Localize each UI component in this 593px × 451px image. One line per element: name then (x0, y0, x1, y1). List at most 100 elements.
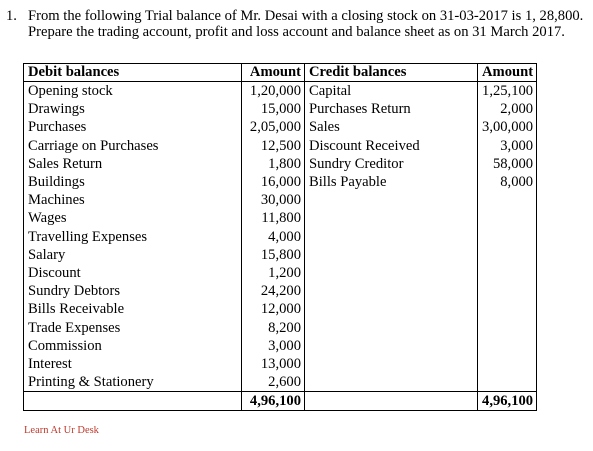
debit-amount: 4,000 (241, 227, 305, 246)
debit-account-name: Discount (23, 264, 242, 283)
credit-account-name: Capital (304, 81, 478, 101)
debit-amount: 30,000 (241, 191, 305, 210)
credit-amount: 2,000 (476, 100, 538, 119)
credit-account-name: Sales (304, 118, 478, 137)
credit-amount (476, 318, 538, 337)
debit-amount: 2,05,000 (241, 118, 305, 137)
table-row: Discount 1,200 (23, 264, 538, 283)
credit-amount (476, 209, 538, 228)
table-total-row: 4,96,100 4,96,100 (23, 391, 538, 412)
debit-account-name: Machines (23, 191, 242, 210)
credit-account-name: Purchases Return (304, 100, 478, 119)
debit-amount: 15,800 (241, 245, 305, 265)
table-header-row: Debit balances Amount Credit balances Am… (23, 63, 538, 82)
table-row: Drawings 15,000 Purchases Return 2,000 (23, 100, 538, 119)
debit-account-name: Purchases (23, 118, 242, 137)
trial-balance-table: Debit balances Amount Credit balances Am… (23, 63, 538, 412)
credit-total-spacer (304, 391, 478, 412)
credit-account-name (304, 336, 478, 356)
credit-total: 4,96,100 (476, 391, 538, 412)
credit-amount-header: Amount (476, 63, 538, 82)
credit-account-name (304, 191, 478, 210)
debit-account-name: Buildings (23, 173, 242, 192)
credit-account-name: Sundry Creditor (304, 154, 478, 174)
debit-amount: 3,000 (241, 336, 305, 356)
debit-amount: 16,000 (241, 173, 305, 192)
debit-amount: 12,500 (241, 136, 305, 155)
credit-amount: 3,000 (476, 136, 538, 155)
credit-amount (476, 282, 538, 301)
debit-amount: 1,800 (241, 154, 305, 174)
table-body: Opening stock 1,20,000 Capital 1,25,100 Draw… (23, 81, 538, 393)
credit-account-name (304, 227, 478, 246)
table-row: Wages 11,800 (23, 209, 538, 228)
debit-amount: 2,600 (241, 373, 305, 393)
debit-amount: 11,800 (241, 209, 305, 228)
credit-account-name (304, 318, 478, 337)
debit-amount: 1,20,000 (241, 81, 305, 101)
table-row: Salary 15,800 (23, 245, 538, 265)
debit-amount: 1,200 (241, 264, 305, 283)
debit-account-name: Sundry Debtors (23, 282, 242, 301)
credit-amount (476, 373, 538, 393)
debit-account-name: Drawings (23, 100, 242, 119)
credit-amount: 8,000 (476, 173, 538, 192)
debit-account-name: Carriage on Purchases (23, 136, 242, 155)
debit-amount: 8,200 (241, 318, 305, 337)
debit-account-name: Wages (23, 209, 242, 228)
credit-amount (476, 336, 538, 356)
debit-total-spacer (23, 391, 242, 412)
debit-account-name: Salary (23, 245, 242, 265)
debit-account-name: Printing & Stationery (23, 373, 242, 393)
debit-account-name: Interest (23, 355, 242, 374)
table-row: Interest 13,000 (23, 355, 538, 374)
credit-amount: 58,000 (476, 154, 538, 174)
question-number: 1. (6, 8, 17, 24)
credit-balances-header: Credit balances (304, 63, 478, 82)
table-row: Commission 3,000 (23, 336, 538, 356)
debit-amount: 12,000 (241, 300, 305, 319)
table-row: Machines 30,000 (23, 191, 538, 210)
credit-account-name: Discount Received (304, 136, 478, 155)
table-row: Purchases 2,05,000 Sales 3,00,000 (23, 118, 538, 137)
credit-amount: 3,00,000 (476, 118, 538, 137)
table-row: Sundry Debtors 24,200 (23, 282, 538, 301)
table-row: Bills Receivable 12,000 (23, 300, 538, 319)
debit-balances-header: Debit balances (23, 63, 242, 82)
credit-amount: 1,25,100 (476, 81, 538, 101)
debit-account-name: Bills Receivable (23, 300, 242, 319)
credit-account-name (304, 245, 478, 265)
watermark-text: Learn At Ur Desk (24, 425, 99, 436)
credit-account-name (304, 355, 478, 374)
credit-amount (476, 227, 538, 246)
credit-account-name (304, 264, 478, 283)
question: 1. From the following Trial balance of M… (6, 8, 588, 40)
table-row: Printing & Stationery 2,600 (23, 373, 538, 393)
credit-amount (476, 191, 538, 210)
credit-account-name (304, 282, 478, 301)
credit-account-name: Bills Payable (304, 173, 478, 192)
table-row: Carriage on Purchases 12,500 Discount Rece… (23, 136, 538, 155)
table-row: Buildings 16,000 Bills Payable 8,000 (23, 173, 538, 192)
credit-amount (476, 300, 538, 319)
debit-account-name: Opening stock (23, 81, 242, 101)
debit-amount-header: Amount (241, 63, 305, 82)
credit-amount (476, 264, 538, 283)
debit-account-name: Trade Expenses (23, 318, 242, 337)
table-row: Travelling Expenses 4,000 (23, 227, 538, 246)
debit-account-name: Sales Return (23, 154, 242, 174)
credit-amount (476, 355, 538, 374)
debit-amount: 24,200 (241, 282, 305, 301)
debit-total: 4,96,100 (241, 391, 305, 412)
table-row: Opening stock 1,20,000 Capital 1,25,100 (23, 81, 538, 101)
debit-amount: 15,000 (241, 100, 305, 119)
credit-account-name (304, 300, 478, 319)
credit-amount (476, 245, 538, 265)
debit-amount: 13,000 (241, 355, 305, 374)
table-row: Trade Expenses 8,200 (23, 318, 538, 337)
debit-account-name: Travelling Expenses (23, 227, 242, 246)
question-text: From the following Trial balance of Mr. … (28, 8, 584, 40)
credit-account-name (304, 209, 478, 228)
credit-account-name (304, 373, 478, 393)
debit-account-name: Commission (23, 336, 242, 356)
